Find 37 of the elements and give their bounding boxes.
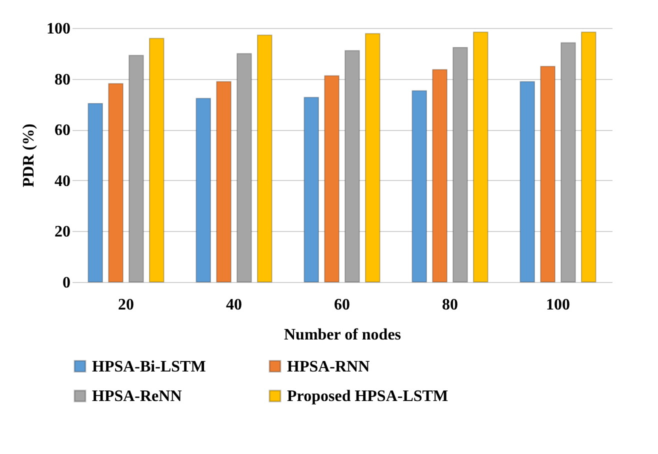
y-tick-label: 20 bbox=[54, 224, 70, 241]
legend-label: HPSA-Bi-LSTM bbox=[92, 358, 206, 376]
bar bbox=[236, 53, 252, 282]
bar bbox=[364, 33, 380, 282]
y-tick-label: 40 bbox=[54, 172, 70, 190]
bar bbox=[412, 90, 428, 282]
bar bbox=[256, 34, 272, 282]
bar bbox=[196, 98, 212, 282]
legend-label: HPSA-ReNN bbox=[92, 388, 182, 405]
bar bbox=[128, 54, 144, 282]
bar bbox=[88, 102, 104, 282]
x-tick-label: 80 bbox=[442, 296, 458, 314]
x-tick-label: 100 bbox=[546, 296, 570, 314]
y-tick-label: 60 bbox=[54, 122, 70, 140]
bar bbox=[216, 81, 232, 282]
bar bbox=[540, 66, 556, 282]
y-tick-label: 100 bbox=[46, 20, 70, 38]
bar bbox=[304, 96, 320, 282]
x-tick-label: 20 bbox=[118, 296, 134, 314]
bar bbox=[108, 83, 124, 282]
bar bbox=[580, 32, 596, 282]
bar bbox=[432, 69, 448, 282]
bar bbox=[452, 47, 468, 282]
x-tick-label: 60 bbox=[334, 296, 350, 314]
bar bbox=[324, 75, 340, 282]
x-axis-title: Number of nodes bbox=[284, 326, 402, 344]
bar bbox=[560, 42, 576, 282]
bar bbox=[472, 32, 488, 282]
bar bbox=[148, 38, 164, 282]
y-tick-label: 0 bbox=[62, 274, 70, 292]
bar bbox=[344, 50, 360, 282]
legend-label: HPSA-RNN bbox=[287, 358, 370, 376]
y-axis-title: PDR (%) bbox=[20, 124, 38, 188]
bar bbox=[520, 81, 536, 282]
y-tick-label: 80 bbox=[54, 71, 70, 88]
x-tick-label: 40 bbox=[226, 296, 242, 314]
legend-label: Proposed HPSA-LSTM bbox=[287, 388, 448, 405]
